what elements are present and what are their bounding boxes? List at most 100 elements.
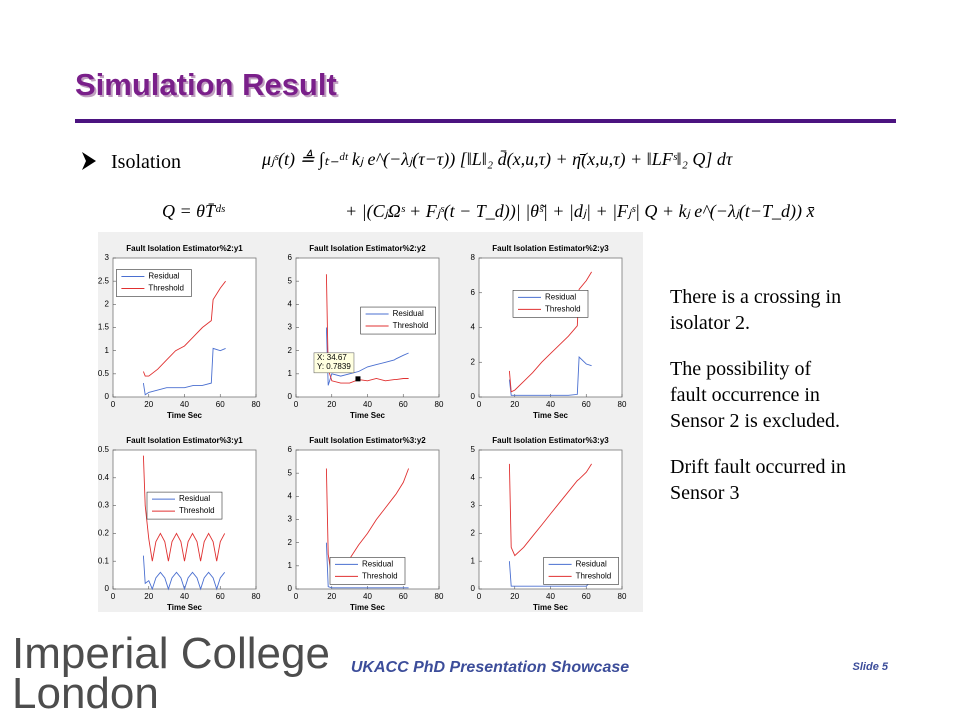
title-shadow: Simulation Result: [77, 69, 339, 104]
legend-label: Residual: [148, 272, 179, 281]
series-line: [325, 274, 409, 384]
x-tick-label: 0: [477, 592, 482, 601]
legend-label: Threshold: [179, 506, 215, 515]
x-tick-label: 80: [618, 592, 627, 601]
note-line: Sensor 2 is excluded.: [670, 410, 840, 432]
x-tick-label: 60: [399, 400, 408, 409]
y-tick-label: 2: [288, 346, 293, 355]
x-tick-label: 20: [144, 592, 153, 601]
legend-label: Residual: [393, 309, 424, 318]
x-tick-label: 60: [216, 592, 225, 601]
y-tick-label: 4: [288, 491, 293, 500]
bullet-arrow: [82, 152, 96, 170]
y-tick-label: 0.5: [98, 369, 110, 378]
y-tick-label: 0.3: [98, 501, 110, 510]
note-line: isolator 2.: [670, 312, 750, 334]
x-tick-label: 80: [252, 400, 261, 409]
equation: μⱼˢ(t) ≜ ∫ₜ₋ᵈᵗ kⱼ e^(−λⱼ(τ−τ)) [‖L‖₂ d̄(…: [261, 149, 733, 170]
x-tick-label: 0: [477, 400, 482, 409]
series-line: [508, 463, 592, 557]
x-tick-label: 40: [546, 592, 555, 601]
x-axis-label: Time Sec: [350, 411, 386, 420]
legend-label: Threshold: [576, 572, 612, 581]
x-axis-label: Time Sec: [533, 603, 569, 612]
slide-number: Slide 5: [853, 661, 889, 673]
legend-box: [543, 557, 619, 585]
x-axis-label: Time Sec: [167, 411, 203, 420]
y-tick-label: 3: [288, 323, 293, 332]
logo: Imperial College: [12, 629, 330, 678]
series-line: [142, 555, 226, 591]
y-tick-label: 3: [288, 515, 293, 524]
legend-label: Residual: [545, 292, 576, 301]
y-tick-label: 5: [288, 468, 293, 477]
y-tick-label: 2: [105, 299, 110, 308]
y-tick-label: 4: [471, 473, 476, 482]
chart-title: Fault Isolation Estimator%3:y2: [309, 436, 426, 445]
legend-box: [116, 269, 192, 297]
y-tick-label: 0: [471, 584, 476, 593]
x-tick-label: 80: [435, 400, 444, 409]
y-tick-label: 3: [105, 253, 110, 262]
legend-label: Threshold: [393, 321, 429, 330]
y-tick-label: 1: [105, 346, 110, 355]
y-tick-label: 1.5: [98, 323, 110, 332]
x-tick-label: 40: [180, 592, 189, 601]
y-tick-label: 8: [471, 253, 476, 262]
bullet-text: Isolation: [111, 151, 181, 173]
series-line: [325, 542, 409, 589]
legend-label: Threshold: [545, 304, 581, 313]
x-tick-label: 0: [111, 400, 116, 409]
note-line: Drift fault occurred in: [670, 456, 846, 478]
chart-title: Fault Isolation Estimator%3:y3: [492, 436, 609, 445]
y-tick-label: 3: [471, 501, 476, 510]
series-line: [508, 561, 592, 587]
legend-label: Threshold: [148, 284, 184, 293]
x-tick-label: 0: [294, 400, 299, 409]
y-tick-label: 0.4: [98, 473, 110, 482]
x-tick-label: 20: [510, 400, 519, 409]
y-tick-label: 5: [288, 276, 293, 285]
x-tick-label: 20: [327, 400, 336, 409]
equation: + |(CⱼΩˢ + Fⱼˢ(t − T_d))| |θ̃ˢ| + |dⱼ| +…: [345, 201, 815, 222]
series-line: [508, 271, 592, 393]
x-tick-label: 40: [180, 400, 189, 409]
plot-area: [478, 257, 623, 398]
chart-title: Fault Isolation Estimator%2:y3: [492, 244, 609, 253]
y-tick-label: 1: [288, 561, 293, 570]
legend-box: [512, 290, 589, 318]
legend-label: Residual: [576, 560, 607, 569]
y-tick-label: 5: [471, 445, 476, 454]
note-line: There is a crossing in: [670, 286, 841, 308]
logo: London: [12, 669, 159, 718]
y-tick-label: 1: [471, 556, 476, 565]
chart-title: Fault Isolation Estimator%2:y1: [126, 244, 243, 253]
series-line: [325, 327, 409, 386]
x-tick-label: 40: [363, 400, 372, 409]
x-tick-label: 80: [435, 592, 444, 601]
note-line: Sensor 3: [670, 482, 739, 504]
datatip-box: [313, 352, 355, 374]
y-tick-label: 6: [471, 288, 476, 297]
y-tick-label: 0: [288, 392, 293, 401]
y-tick-label: 4: [471, 323, 476, 332]
y-tick-label: 0: [105, 392, 110, 401]
legend-box: [329, 557, 406, 585]
y-tick-label: 6: [288, 253, 293, 262]
y-tick-label: 1: [288, 369, 293, 378]
x-tick-label: 20: [144, 400, 153, 409]
y-tick-label: 6: [288, 445, 293, 454]
y-tick-label: 0.5: [98, 445, 110, 454]
chart-title: Fault Isolation Estimator%2:y2: [309, 244, 426, 253]
x-tick-label: 40: [363, 592, 372, 601]
x-tick-label: 0: [294, 592, 299, 601]
y-tick-label: 2: [471, 529, 476, 538]
slide-title: Simulation Result: [75, 67, 337, 102]
x-tick-label: 60: [582, 400, 591, 409]
x-tick-label: 80: [618, 400, 627, 409]
note-line: The possibility of: [670, 358, 811, 380]
datatip-text: Y: 0.7839: [317, 362, 351, 371]
legend-box: [146, 491, 223, 520]
footer-text: UKACC PhD Presentation Showcase: [351, 659, 629, 676]
